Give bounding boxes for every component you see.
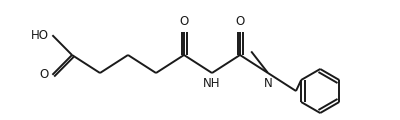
Text: N: N (264, 77, 272, 90)
Text: O: O (39, 68, 48, 81)
Text: NH: NH (203, 77, 221, 90)
Text: HO: HO (30, 29, 48, 42)
Text: O: O (235, 15, 245, 28)
Text: O: O (179, 15, 189, 28)
